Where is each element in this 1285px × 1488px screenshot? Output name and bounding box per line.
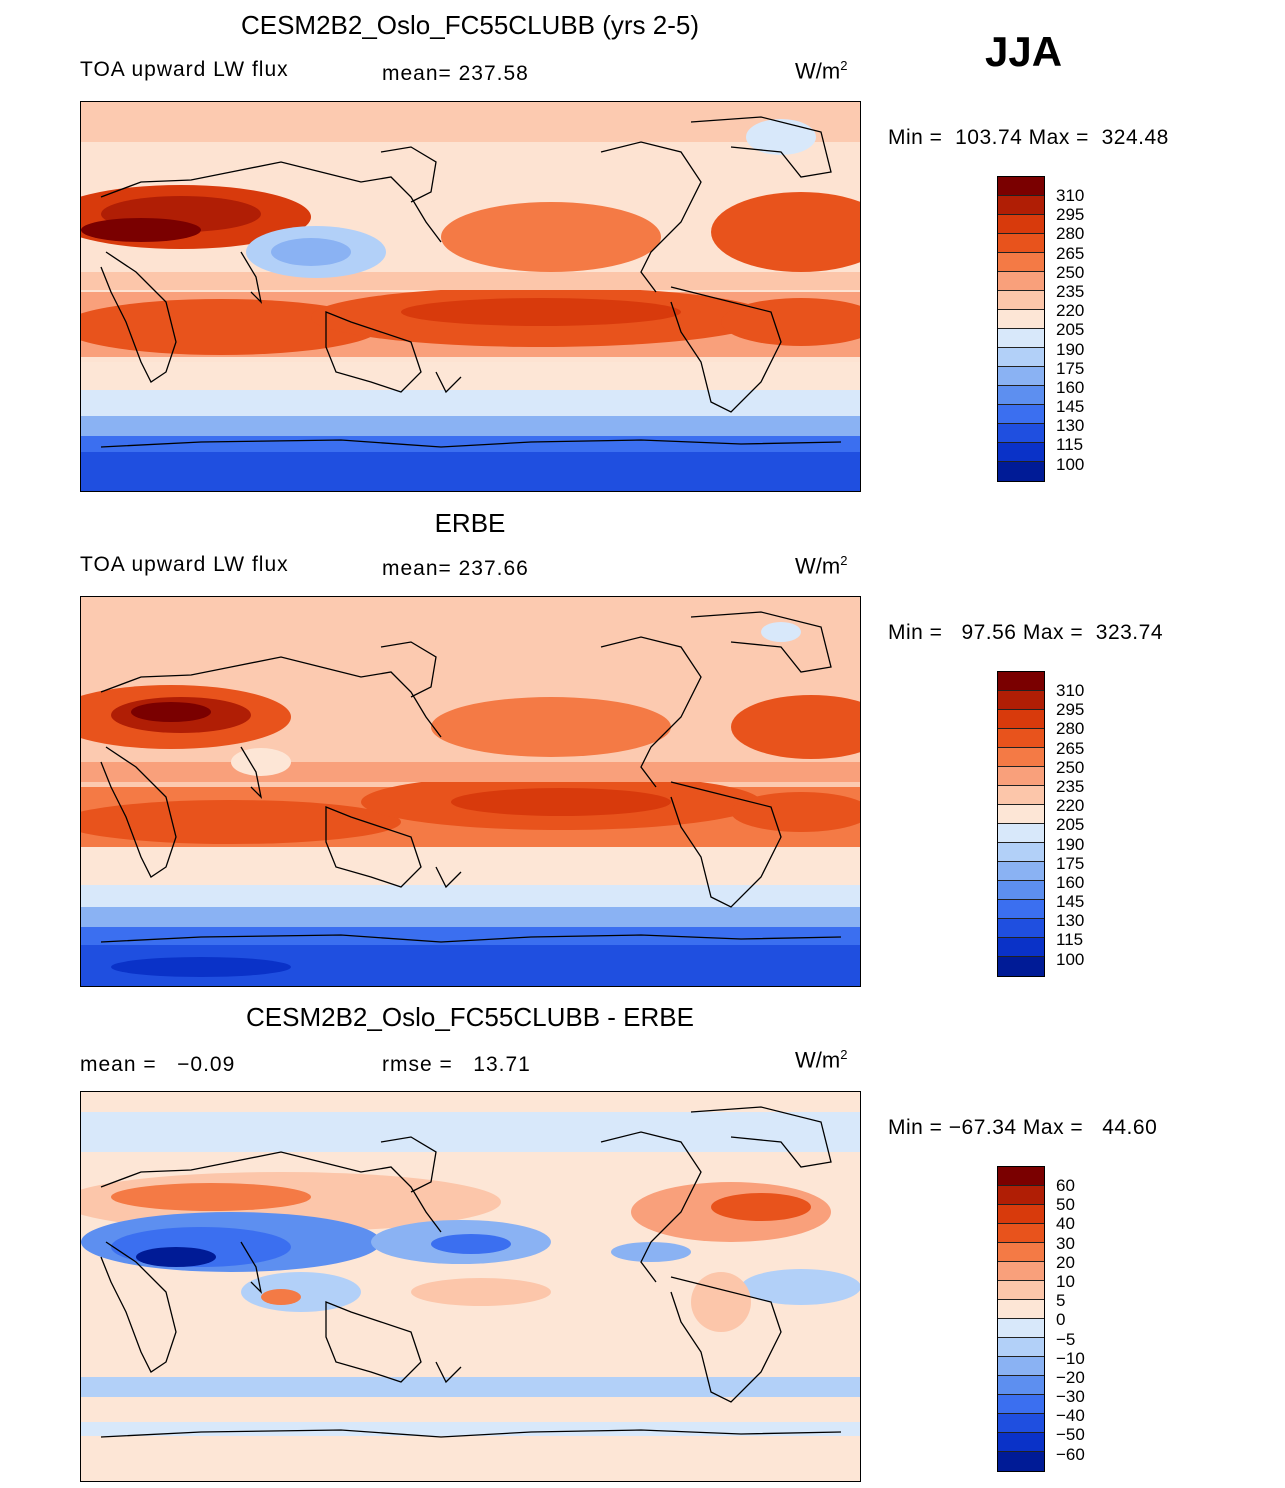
panel2-colorbar — [997, 671, 1045, 977]
colorbar-tick: 130 — [1056, 416, 1085, 436]
colorbar-tick: 20 — [1056, 1252, 1075, 1272]
colorbar-tick: 265 — [1056, 243, 1085, 263]
panel2-units: W/m2 — [795, 553, 848, 579]
colorbar-tick: 310 — [1056, 681, 1085, 700]
colorbar-tick: 130 — [1056, 911, 1085, 931]
colorbar-tick: 220 — [1056, 301, 1085, 321]
panel3-title: CESM2B2_Oslo_FC55CLUBB - ERBE — [246, 1002, 694, 1032]
colorbar-tick: −30 — [1056, 1387, 1085, 1407]
panel3-colorbar-ticks: 60 50 40 30 20 10 5 0 −5 −10 −20 −30 −40… — [1056, 1176, 1085, 1464]
colorbar-tick: 30 — [1056, 1233, 1075, 1253]
colorbar-tick: 0 — [1056, 1310, 1066, 1330]
panel3-units: W/m2 — [795, 1047, 848, 1073]
panel3-rmse-label: rmse = 13.71 — [382, 1053, 531, 1076]
colorbar-tick: −50 — [1056, 1425, 1085, 1445]
season-label: JJA — [985, 28, 1063, 75]
colorbar-tick: 295 — [1056, 205, 1085, 225]
colorbar-tick: 145 — [1056, 397, 1085, 417]
colorbar-tick: 100 — [1056, 949, 1085, 969]
colorbar-tick: 115 — [1056, 435, 1084, 455]
colorbar-tick: 175 — [1056, 853, 1085, 873]
colorbar-tick: −10 — [1056, 1348, 1085, 1368]
colorbar-tick: 205 — [1056, 815, 1085, 835]
panel2-minmax: Min = 97.56 Max = 323.74 — [888, 621, 1163, 644]
colorbar-tick: 205 — [1056, 320, 1085, 340]
colorbar-tick: 265 — [1056, 738, 1085, 758]
colorbar-tick: 190 — [1056, 834, 1085, 854]
panel1-variable-label: TOA upward LW flux — [80, 58, 289, 81]
colorbar-tick: 175 — [1056, 358, 1085, 378]
colorbar-tick: 100 — [1056, 454, 1085, 474]
panel1-mean-label: mean= 237.58 — [382, 62, 529, 85]
panel1-title: CESM2B2_Oslo_FC55CLUBB (yrs 2-5) — [240, 10, 700, 40]
colorbar-tick: 10 — [1056, 1271, 1075, 1291]
colorbar-tick: 50 — [1056, 1195, 1075, 1215]
colorbar-tick: 250 — [1056, 262, 1085, 282]
panel3-colorbar — [997, 1166, 1045, 1472]
colorbar-tick: 280 — [1056, 224, 1085, 244]
panel1-colorbar — [997, 176, 1045, 482]
colorbar-tick: 235 — [1056, 776, 1085, 796]
colorbar-tick: −60 — [1056, 1444, 1085, 1464]
panel1-map — [80, 101, 861, 492]
colorbar-tick: 235 — [1056, 281, 1085, 301]
panel2-title: ERBE — [434, 508, 506, 538]
panel3-minmax: Min = −67.34 Max = 44.60 — [888, 1116, 1158, 1139]
panel3-map — [80, 1091, 861, 1482]
panel2-mean-label: mean= 237.66 — [382, 557, 529, 580]
colorbar-tick: 295 — [1056, 700, 1085, 720]
panel1-minmax: Min = 103.74 Max = 324.48 — [888, 126, 1169, 149]
colorbar-tick: 40 — [1056, 1214, 1075, 1234]
colorbar-tick: 250 — [1056, 757, 1085, 777]
colorbar-tick: 115 — [1056, 930, 1084, 950]
colorbar-tick: 5 — [1056, 1291, 1066, 1311]
colorbar-tick: 160 — [1056, 872, 1085, 892]
colorbar-tick: 280 — [1056, 719, 1085, 739]
colorbar-tick: −5 — [1056, 1329, 1076, 1349]
colorbar-tick: 190 — [1056, 339, 1085, 359]
colorbar-tick: −20 — [1056, 1367, 1085, 1387]
panel3-mean-label: mean = −0.09 — [80, 1053, 236, 1076]
panel2-map — [80, 596, 861, 987]
colorbar-tick: 220 — [1056, 796, 1085, 816]
panel2-variable-label: TOA upward LW flux — [80, 553, 289, 576]
colorbar-tick: 145 — [1056, 892, 1085, 912]
panel1-units: W/m2 — [795, 58, 848, 84]
panel1-colorbar-ticks: 310 295 280 265 250 235 220 205 190 175 … — [1056, 186, 1084, 474]
panel2-colorbar-ticks: 310 295 280 265 250 235 220 205 190 175 … — [1056, 681, 1084, 969]
colorbar-tick: 160 — [1056, 377, 1085, 397]
colorbar-tick: 310 — [1056, 186, 1085, 205]
colorbar-tick: −40 — [1056, 1406, 1085, 1426]
colorbar-tick: 60 — [1056, 1176, 1075, 1195]
